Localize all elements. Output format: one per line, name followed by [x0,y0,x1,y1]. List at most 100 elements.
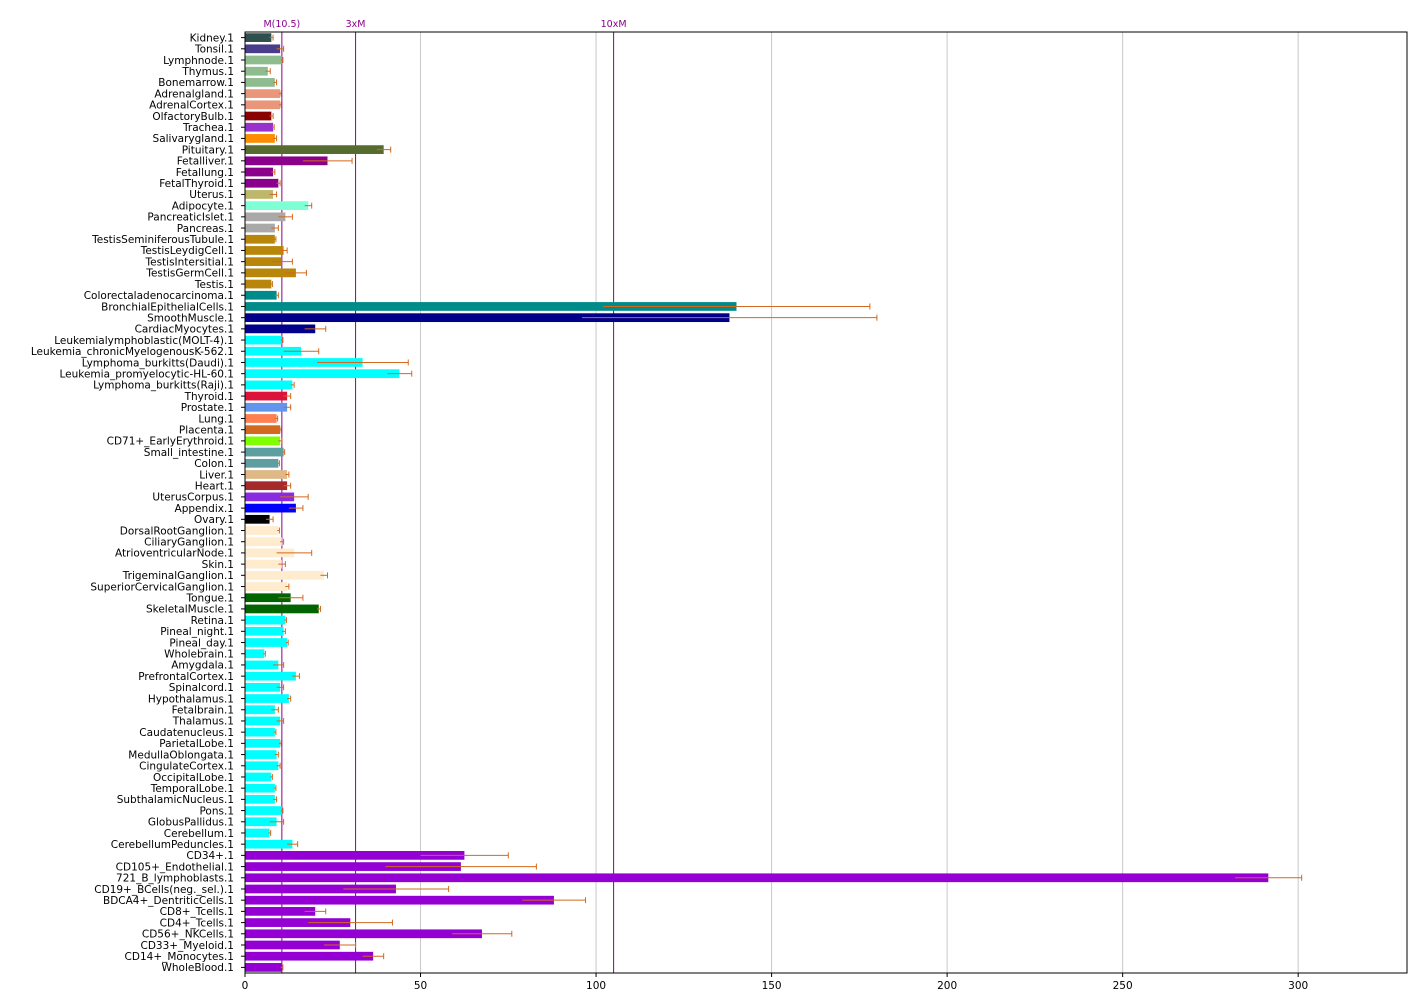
category-label: TestisIntersitial.1 [144,256,234,268]
category-label: Pancreas.1 [177,223,234,235]
category-label: Retina.1 [191,615,234,627]
bar [245,772,272,782]
bar [245,570,324,580]
category-label: Trachea.1 [182,122,234,134]
bar [245,559,282,569]
category-label: Amygdala.1 [171,660,234,672]
x-axis-ticks: 0 50 100 150 200 250 300 [242,973,1308,992]
bar [245,234,275,244]
category-label: CingulateCortex.1 [139,761,234,773]
category-label: CD56+_NKCells.1 [142,929,234,941]
category-label: Skin.1 [202,559,234,571]
category-label: TestisLeydigCell.1 [140,245,234,257]
category-label: CerebellumPeduncles.1 [111,839,234,851]
x-tick-label: 0 [242,980,249,992]
category-label: CD105+_Endothelial.1 [116,861,234,873]
bar [245,268,296,278]
bar [245,526,279,535]
bar [245,604,319,614]
bar [245,223,275,233]
bar [245,100,281,110]
bar [245,783,275,793]
category-labels: Kidney.1Tonsil.1Lymphnode.1Thymus.1Bonem… [31,32,245,974]
x-tick-label: 200 [937,980,957,992]
bar [245,503,296,513]
category-label: Leukemia_promyelocytic-HL-60.1 [59,368,234,380]
bar [245,806,282,815]
bar [245,705,275,715]
bar [245,55,282,65]
bar [245,817,277,827]
category-label: Ovary.1 [194,514,234,526]
category-label: CD33+_Myeloid.1 [140,940,234,952]
bar [245,694,289,703]
category-label: Lymphnode.1 [163,55,234,67]
category-label: CD34+.1 [186,850,234,862]
bar [245,369,400,379]
bar [245,33,272,42]
bar [245,716,281,726]
bar [245,593,291,603]
category-label: Salivarygland.1 [153,133,234,145]
bar [245,458,279,468]
category-label: Heart.1 [195,480,234,492]
bar [245,358,363,367]
category-label: PancreaticIslet.1 [147,212,234,224]
bar [245,380,293,390]
error-bars [263,34,1303,971]
reference-line-label: 10xM [601,19,627,30]
bar [245,246,284,255]
category-label: Leukemia_chronicMyelogenousK-562.1 [31,346,234,358]
bar [245,78,275,87]
bar [245,671,296,681]
category-label: TrigeminalGanglion.1 [122,570,234,582]
bar [245,178,279,188]
category-label: Liver.1 [199,469,234,481]
bar [245,851,465,860]
bar [245,335,282,345]
bar [245,839,293,849]
bar [245,313,730,323]
bar [245,156,328,166]
category-label: Thymus.1 [181,66,234,78]
category-label: Lung.1 [198,413,234,425]
x-tick-label: 50 [414,980,427,992]
bar [245,134,275,143]
bar [245,963,282,972]
bar [245,111,272,121]
plot-frame [244,31,1408,974]
bar [245,257,282,267]
category-label: Spinalcord.1 [169,682,234,694]
bar [245,89,281,98]
category-label: Adrenalgland.1 [154,88,234,100]
category-label: Tongue.1 [185,593,234,605]
category-label: Appendix.1 [175,503,234,515]
category-label: Fetallung.1 [176,167,234,179]
bar [245,895,554,905]
category-label: ParietalLobe.1 [159,738,234,750]
category-label: Lymphoma_burkitts(Raji).1 [93,380,234,392]
category-label: FetalThyroid.1 [159,178,234,190]
bar [245,884,396,894]
category-label: Pineal_day.1 [169,637,234,649]
category-label: CD4+_Tcells.1 [160,917,234,929]
category-label: BronchialEpithelialCells.1 [101,301,234,313]
category-label: 721_B_lymphoblasts.1 [116,873,234,885]
category-label: Bonemarrow.1 [158,77,234,89]
category-label: TemporalLobe.1 [150,783,234,795]
bar [245,918,351,927]
bar [245,750,277,759]
category-label: SkeletalMuscle.1 [146,604,234,616]
category-label: Colorectaladenocarcinoma.1 [84,290,234,302]
bar [245,582,288,591]
category-label: CD8+_Tcells.1 [160,906,234,918]
category-label: GlobusPallidus.1 [148,817,234,829]
reference-line-label: M(10.5) [263,19,300,30]
bar [245,727,275,737]
bar [245,122,274,132]
bar [245,649,265,659]
category-label: Fetalliver.1 [177,156,234,168]
bar [245,346,302,356]
category-label: Lymphoma_burkitts(Daudi).1 [82,357,234,369]
